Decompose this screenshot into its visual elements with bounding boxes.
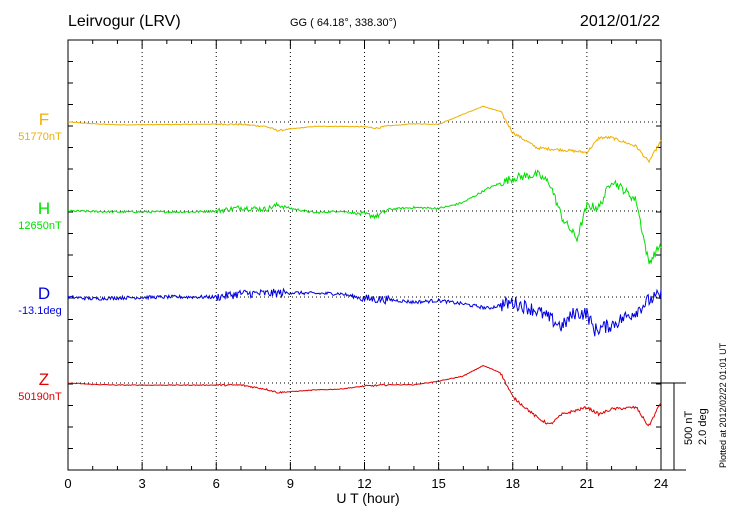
axis-ticks (67, 40, 662, 470)
series-baseline-Z: 50190nT (18, 391, 62, 403)
series-line-Z (67, 365, 662, 427)
series-line-F (67, 105, 662, 164)
series-name-Z: Z (39, 370, 49, 389)
chart-date: 2012/01/22 (580, 13, 660, 30)
x-tick-label: 24 (654, 476, 668, 491)
x-tick-label: 6 (213, 476, 220, 491)
x-tick-label: 15 (431, 476, 445, 491)
x-tick-label: 18 (506, 476, 520, 491)
x-tick-label: 12 (357, 476, 371, 491)
scale-label-nt: 500 nT (683, 410, 695, 445)
x-tick-label: 9 (287, 476, 294, 491)
x-tick-label: 0 (64, 476, 71, 491)
x-tick-labels: 0 3 6 9 12 15 18 21 24 (64, 476, 668, 491)
series-name-H: H (38, 199, 50, 218)
series-name-F: F (39, 110, 49, 129)
x-tick-label: 21 (580, 476, 594, 491)
series-line-H (67, 169, 662, 265)
x-axis-label: U T (hour) (336, 490, 399, 506)
series-lines (67, 105, 662, 427)
series-baseline-F: 51770nT (18, 131, 62, 143)
scale-bar: 500 nT 2.0 deg (651, 382, 709, 471)
x-tick-label: 3 (139, 476, 146, 491)
scale-label-deg: 2.0 deg (697, 408, 709, 445)
series-baseline-H: 12650nT (18, 220, 62, 232)
series-line-D (67, 287, 662, 337)
grid-lines (68, 40, 661, 470)
series-name-D: D (38, 284, 50, 303)
plotted-note: Plotted at 2012/02/22 01:01 UT (718, 342, 728, 468)
station-coordinates: GG ( 64.18°, 338.30°) (290, 17, 397, 29)
chart-title: Leirvogur (LRV) (68, 13, 181, 30)
series-labels: F 51770nT H 12650nT D -13.1deg Z 50190nT (18, 110, 62, 403)
series-baseline-D: -13.1deg (18, 305, 61, 317)
